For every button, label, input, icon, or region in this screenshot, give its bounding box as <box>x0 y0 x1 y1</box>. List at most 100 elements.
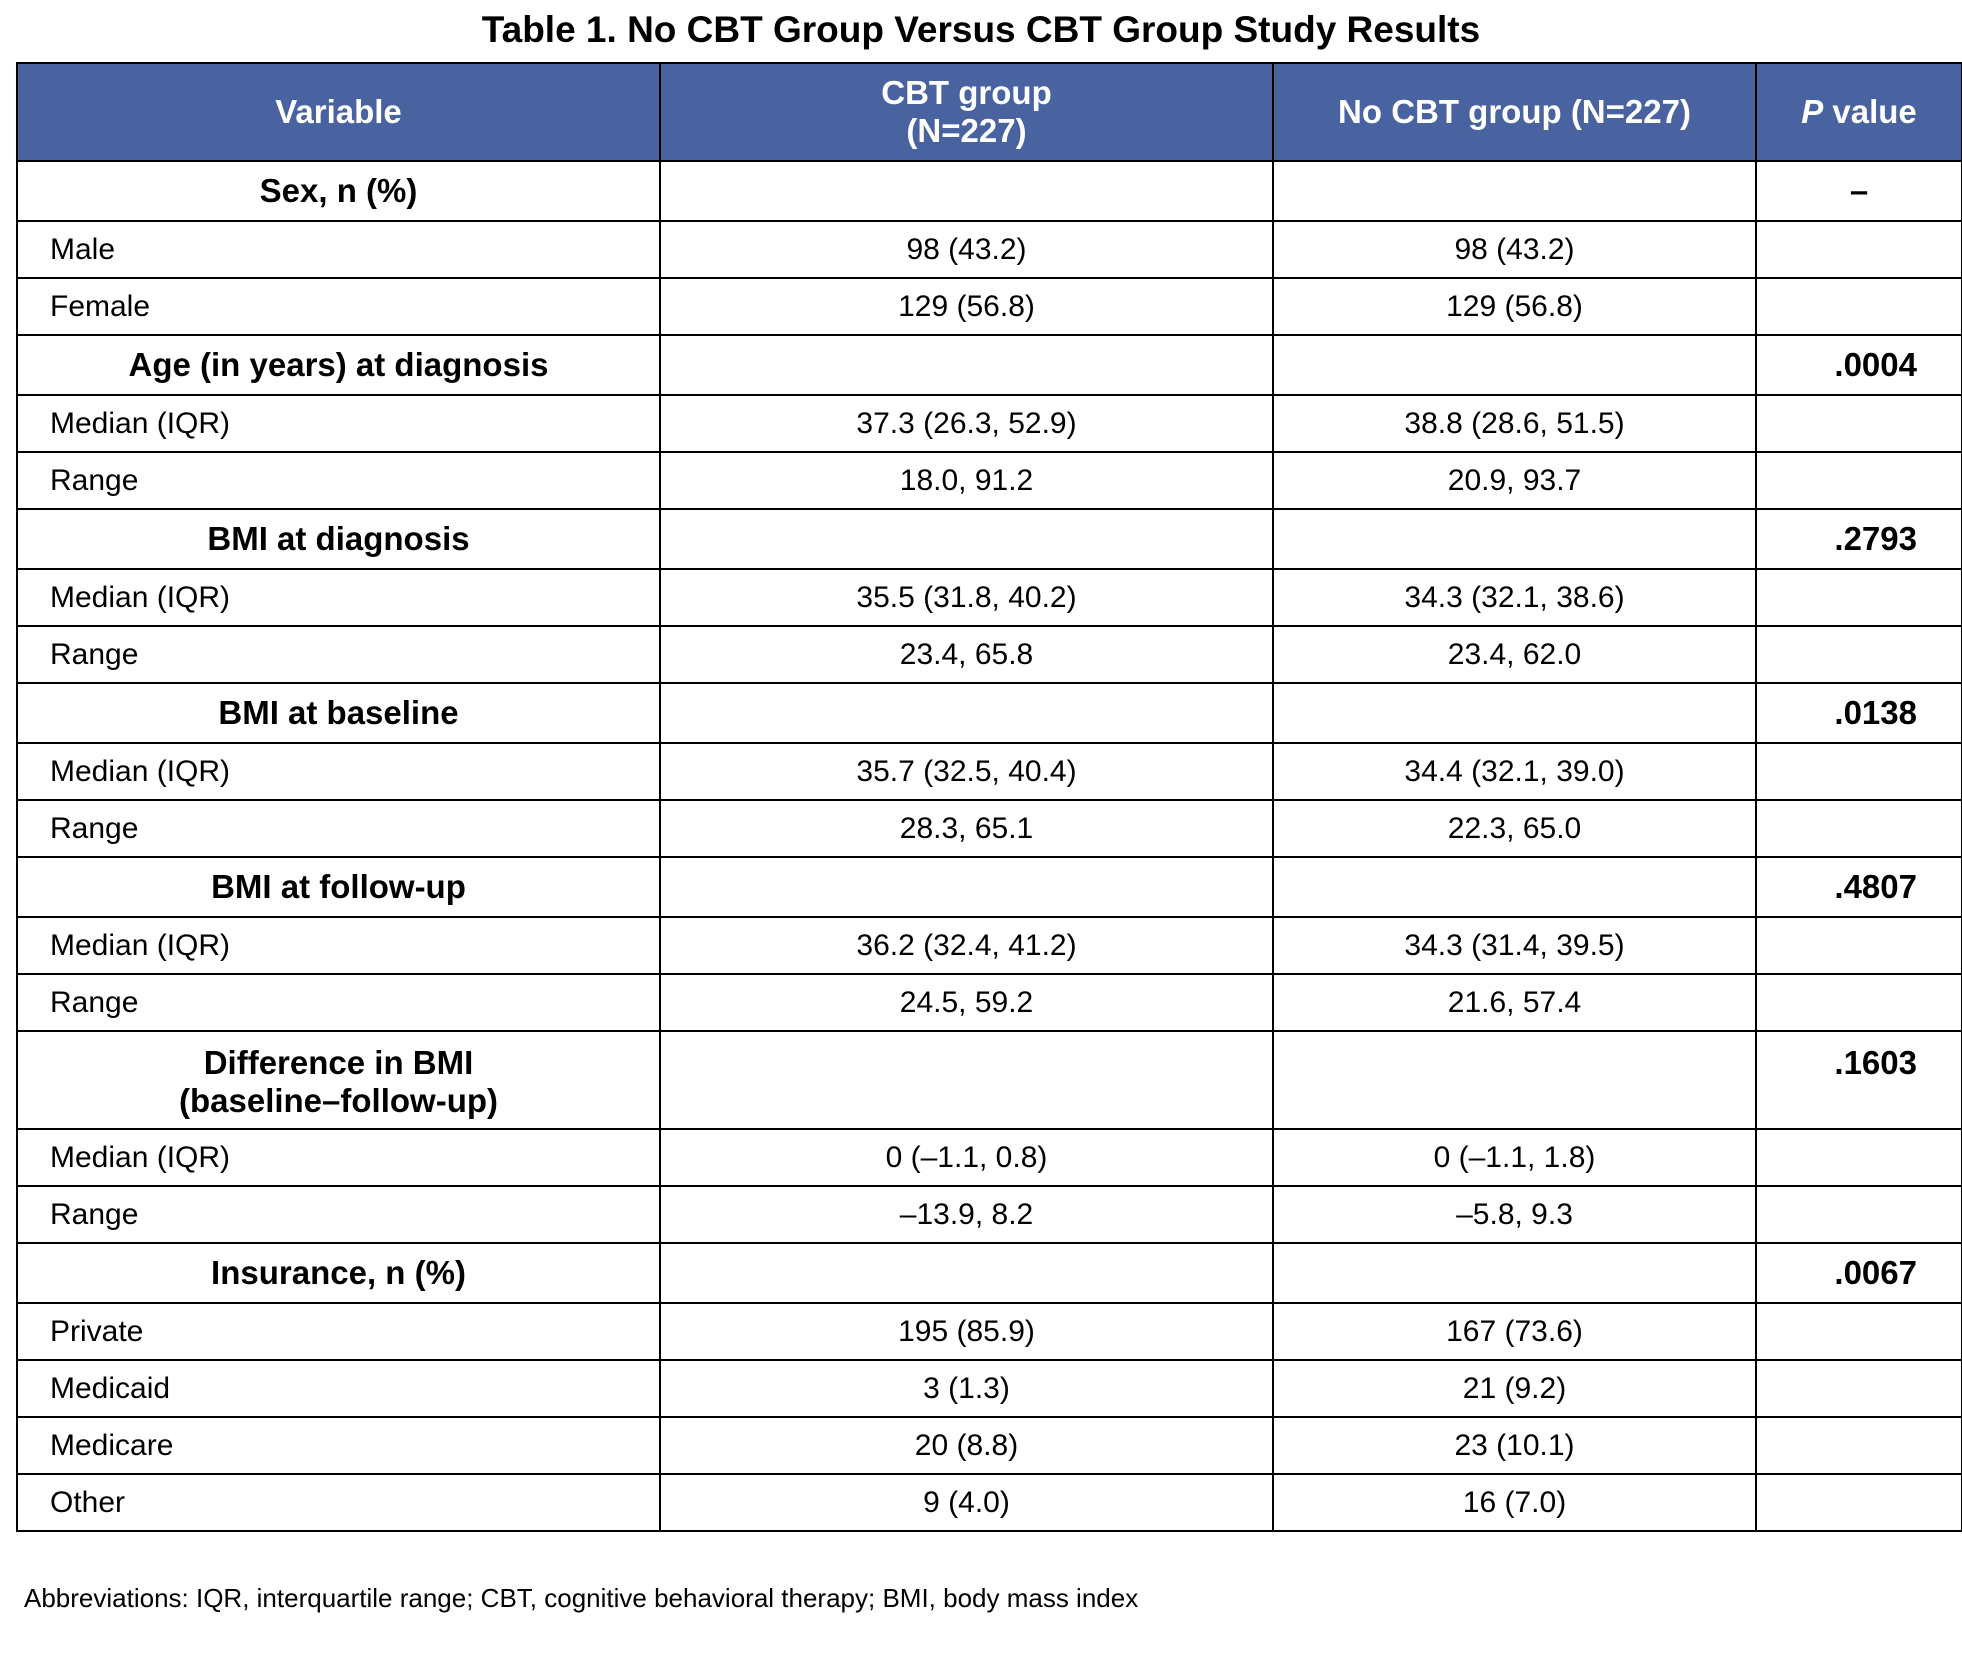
empty-cell <box>1272 160 1757 222</box>
empty-cell <box>1755 1185 1962 1244</box>
no-cbt-value: 34.4 (32.1, 39.0) <box>1272 742 1757 801</box>
cbt-value: 129 (56.8) <box>659 277 1274 336</box>
cbt-value: 24.5, 59.2 <box>659 973 1274 1032</box>
table-row: Medicaid 3 (1.3) 21 (9.2) <box>16 1359 1962 1418</box>
table-title: Table 1. No CBT Group Versus CBT Group S… <box>481 9 1481 50</box>
p-value-cell: .0004 <box>1755 334 1962 396</box>
abbreviations-footnote: Abbreviations: IQR, interquartile range;… <box>24 1583 1139 1613</box>
p-value-cell: .1603 <box>1755 1030 1962 1130</box>
section-label: Age (in years) at diagnosis <box>16 334 661 396</box>
header-p-letter: P <box>1801 93 1824 130</box>
row-label: Median (IQR) <box>16 916 661 975</box>
header-row: Variable CBT group (N=227) No CBT group … <box>16 62 1962 162</box>
table-row: Median (IQR) 35.5 (31.8, 40.2) 34.3 (32.… <box>16 568 1962 627</box>
empty-cell <box>1272 1030 1757 1130</box>
cbt-value: 9 (4.0) <box>659 1473 1274 1532</box>
row-label: Median (IQR) <box>16 1128 661 1187</box>
table-row: Range 28.3, 65.1 22.3, 65.0 <box>16 799 1962 858</box>
table-row: Female 129 (56.8) 129 (56.8) <box>16 277 1962 336</box>
section-label: Sex, n (%) <box>16 160 661 222</box>
row-label: Median (IQR) <box>16 394 661 453</box>
table-row: Range 18.0, 91.2 20.9, 93.7 <box>16 451 1962 510</box>
no-cbt-value: 21.6, 57.4 <box>1272 973 1757 1032</box>
row-label: Private <box>16 1302 661 1361</box>
empty-cell <box>1755 394 1962 453</box>
section-label: BMI at baseline <box>16 682 661 744</box>
table-row: Private 195 (85.9) 167 (73.6) <box>16 1302 1962 1361</box>
section-label-line1: Difference in BMI <box>203 1044 474 1081</box>
section-row: BMI at follow-up .4807 <box>16 856 1962 918</box>
no-cbt-value: –5.8, 9.3 <box>1272 1185 1757 1244</box>
p-value-cell: .0138 <box>1755 682 1962 744</box>
empty-cell <box>1755 277 1962 336</box>
empty-cell <box>1755 1128 1962 1187</box>
empty-cell <box>659 160 1274 222</box>
empty-cell <box>1272 856 1757 918</box>
empty-cell <box>659 1242 1274 1304</box>
no-cbt-value: 34.3 (32.1, 38.6) <box>1272 568 1757 627</box>
row-label: Range <box>16 451 661 510</box>
no-cbt-value: 129 (56.8) <box>1272 277 1757 336</box>
header-cbt-line1: CBT group <box>881 74 1052 111</box>
empty-cell <box>1755 220 1962 279</box>
empty-cell <box>1755 742 1962 801</box>
no-cbt-value: 98 (43.2) <box>1272 220 1757 279</box>
row-label: Median (IQR) <box>16 742 661 801</box>
table-row: Medicare 20 (8.8) 23 (10.1) <box>16 1416 1962 1475</box>
cbt-value: 35.5 (31.8, 40.2) <box>659 568 1274 627</box>
cbt-value: 36.2 (32.4, 41.2) <box>659 916 1274 975</box>
p-value-cell: – <box>1755 160 1962 222</box>
cbt-value: 35.7 (32.5, 40.4) <box>659 742 1274 801</box>
empty-cell <box>1755 799 1962 858</box>
header-variable: Variable <box>16 62 661 162</box>
results-table: Variable CBT group (N=227) No CBT group … <box>16 62 1962 1532</box>
cbt-value: 195 (85.9) <box>659 1302 1274 1361</box>
section-row: Insurance, n (%) .0067 <box>16 1242 1962 1304</box>
p-value-cell: .2793 <box>1755 508 1962 570</box>
p-value-cell: .4807 <box>1755 856 1962 918</box>
header-no-cbt-group: No CBT group (N=227) <box>1272 62 1757 162</box>
empty-cell <box>1755 568 1962 627</box>
row-label: Range <box>16 973 661 1032</box>
empty-cell <box>1755 625 1962 684</box>
row-label: Range <box>16 1185 661 1244</box>
section-label: BMI at diagnosis <box>16 508 661 570</box>
section-label: Difference in BMI (baseline–follow-up) <box>16 1030 661 1130</box>
cbt-value: 23.4, 65.8 <box>659 625 1274 684</box>
cbt-value: 20 (8.8) <box>659 1416 1274 1475</box>
section-label: Insurance, n (%) <box>16 1242 661 1304</box>
header-p-rest: value <box>1823 93 1917 130</box>
header-cbt-line2: (N=227) <box>906 112 1027 149</box>
cbt-value: 0 (–1.1, 0.8) <box>659 1128 1274 1187</box>
empty-cell <box>659 334 1274 396</box>
empty-cell <box>1755 1416 1962 1475</box>
empty-cell <box>1272 682 1757 744</box>
row-label: Medicare <box>16 1416 661 1475</box>
section-row: BMI at diagnosis .2793 <box>16 508 1962 570</box>
table-row: Median (IQR) 37.3 (26.3, 52.9) 38.8 (28.… <box>16 394 1962 453</box>
no-cbt-value: 22.3, 65.0 <box>1272 799 1757 858</box>
table-row: Median (IQR) 0 (–1.1, 0.8) 0 (–1.1, 1.8) <box>16 1128 1962 1187</box>
empty-cell <box>1755 973 1962 1032</box>
empty-cell <box>1272 334 1757 396</box>
empty-cell <box>659 1030 1274 1130</box>
row-label: Range <box>16 625 661 684</box>
no-cbt-value: 34.3 (31.4, 39.5) <box>1272 916 1757 975</box>
table-row: Range 23.4, 65.8 23.4, 62.0 <box>16 625 1962 684</box>
empty-cell <box>1755 1473 1962 1532</box>
cbt-value: 3 (1.3) <box>659 1359 1274 1418</box>
p-value-cell: .0067 <box>1755 1242 1962 1304</box>
cbt-value: –13.9, 8.2 <box>659 1185 1274 1244</box>
section-row: Difference in BMI (baseline–follow-up) .… <box>16 1030 1962 1130</box>
row-label: Other <box>16 1473 661 1532</box>
row-label: Median (IQR) <box>16 568 661 627</box>
table-row: Male 98 (43.2) 98 (43.2) <box>16 220 1962 279</box>
cbt-value: 37.3 (26.3, 52.9) <box>659 394 1274 453</box>
no-cbt-value: 0 (–1.1, 1.8) <box>1272 1128 1757 1187</box>
cbt-value: 28.3, 65.1 <box>659 799 1274 858</box>
no-cbt-value: 16 (7.0) <box>1272 1473 1757 1532</box>
section-row: BMI at baseline .0138 <box>16 682 1962 744</box>
row-label: Range <box>16 799 661 858</box>
section-row: Sex, n (%) – <box>16 160 1962 222</box>
section-row: Age (in years) at diagnosis .0004 <box>16 334 1962 396</box>
